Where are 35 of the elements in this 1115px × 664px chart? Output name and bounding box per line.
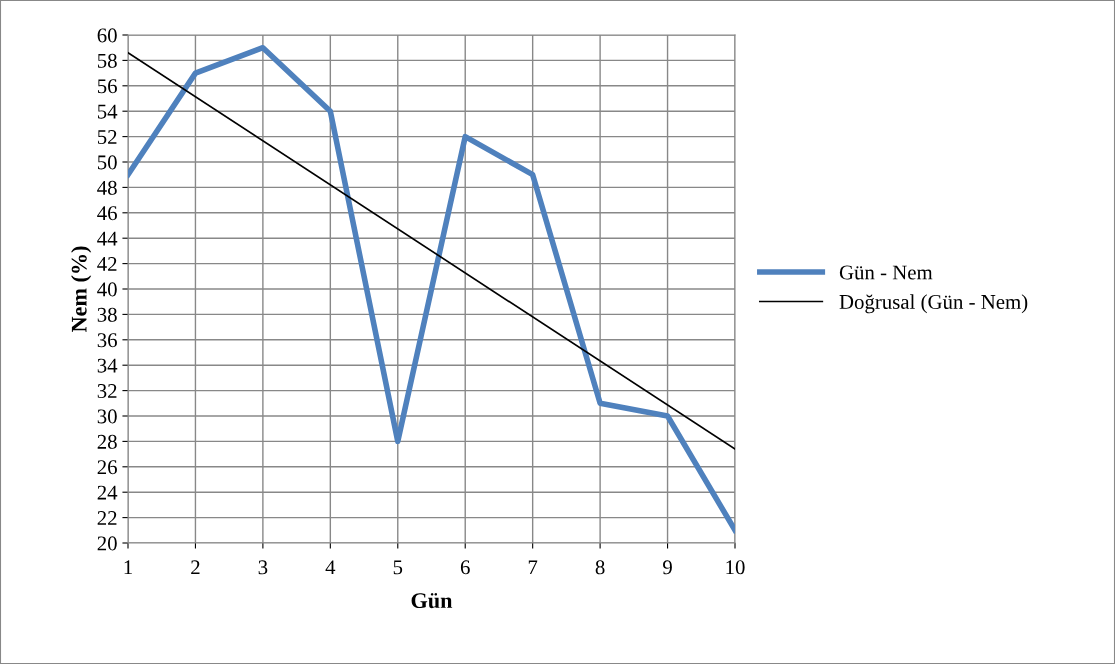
x-tick-label: 2 [191,560,200,575]
y-tick-label: 44 [97,231,118,246]
y-tick-label: 60 [97,28,117,43]
y-tick-label: 58 [97,53,117,68]
y-tick-label: 28 [97,434,117,449]
legend-label: Doğrusal (Gün - Nem) [839,294,1028,314]
y-tick-label: 38 [97,307,117,322]
x-tick-label: 1 [124,560,132,575]
y-tick-label: 30 [97,409,117,424]
x-axis-title: Gün [411,593,453,609]
y-tick-label: 26 [97,460,117,475]
legend-label: Gün - Nem [839,265,933,280]
y-tick-label: 20 [97,536,117,551]
x-tick-label: 9 [663,560,672,575]
x-tick-label: 3 [258,560,268,575]
x-tick-label: 4 [325,560,336,575]
y-axis-title: Nem (%) [71,246,92,333]
y-tick-label: 50 [97,155,117,170]
x-tick-label: 8 [595,560,605,575]
x-tick-label: 6 [460,560,470,575]
y-tick-label: 56 [97,79,117,94]
y-tick-label: 36 [97,333,117,348]
y-tick-label: 46 [97,206,117,221]
y-tick-label: 48 [97,180,117,195]
y-tick-label: 24 [97,485,118,500]
x-tick-label: 5 [393,560,403,575]
y-tick-label: 40 [97,282,117,297]
y-tick-label: 32 [97,384,117,399]
y-tick-label: 54 [97,104,118,119]
x-tick-label: 7 [528,560,538,575]
x-tick-label: 10 [726,560,745,575]
y-tick-label: 52 [97,130,117,145]
y-tick-label: 34 [97,358,118,373]
y-tick-label: 42 [97,257,117,271]
y-tick-label: 22 [97,511,117,525]
